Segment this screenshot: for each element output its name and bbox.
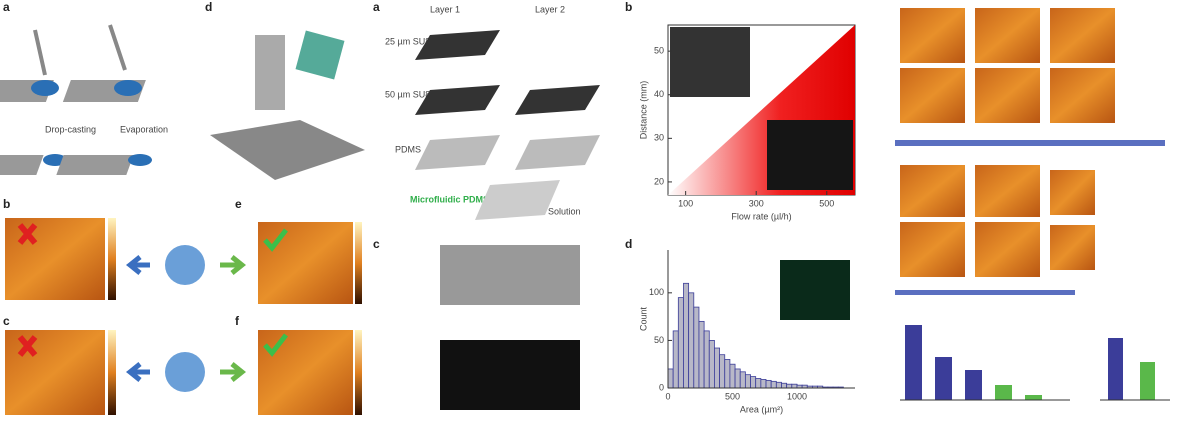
y-tick-label: 100: [649, 287, 664, 297]
caption: Layer 2: [535, 4, 565, 14]
x-tick-label: 0: [665, 391, 670, 401]
y-axis-label: Distance (mm): [638, 81, 648, 140]
x-axis-label: Area (µm²): [740, 404, 783, 414]
x-tick-label: 100: [678, 198, 693, 208]
x-tick-label: 300: [749, 198, 764, 208]
hist-bar: [667, 368, 674, 389]
caption: Solution: [548, 206, 581, 216]
y-tick-label: 50: [654, 335, 664, 345]
x-tick-label: 500: [725, 391, 740, 401]
y-tick-label: 0: [659, 382, 664, 392]
panel-label: a: [373, 0, 380, 14]
caption: PDMS: [395, 144, 421, 154]
hist-bar: [765, 379, 772, 389]
hist-bar: [739, 371, 746, 389]
hist-bar: [677, 297, 684, 389]
caption: Microfluidic PDMS device: [410, 194, 520, 204]
caption: Evaporation: [120, 124, 168, 134]
panel-label: b: [625, 0, 632, 14]
hist-bar: [693, 306, 700, 389]
panel-label: e: [235, 197, 242, 211]
hist-bar: [775, 381, 782, 389]
panel-label: c: [3, 314, 10, 328]
x-tick-label: 500: [819, 198, 834, 208]
hist-bar: [791, 383, 798, 389]
hist-bar: [703, 330, 710, 389]
afm-images: [5, 218, 362, 415]
caption: Layer 1: [430, 4, 460, 14]
y-axis-label: Count: [638, 307, 648, 332]
y-tick-label: 20: [654, 176, 664, 186]
hist-bar: [683, 282, 690, 389]
hist-bar: [734, 368, 741, 389]
hist-bar: [760, 379, 767, 389]
hist-bar: [708, 340, 715, 389]
hist-bar: [770, 380, 777, 389]
x-tick-label: 1000: [787, 391, 807, 401]
inset: [670, 27, 750, 97]
y-tick-label: 50: [654, 46, 664, 56]
afm-rows: [895, 8, 1170, 401]
inset: [780, 260, 850, 320]
hist-bar: [781, 382, 788, 389]
y-tick-label: 40: [654, 89, 664, 99]
panel-label: f: [235, 314, 240, 328]
y-tick-label: 30: [654, 133, 664, 143]
layer-schematic: [415, 30, 600, 410]
hist-bar: [786, 383, 793, 389]
hist-bar: [714, 347, 720, 389]
hist-bar: [698, 320, 705, 389]
caption: 50 µm SU8: [385, 89, 430, 99]
hist-bar: [750, 376, 757, 389]
caption: Drop-casting: [45, 124, 96, 134]
panel-label: d: [625, 237, 632, 251]
hist-bar: [724, 359, 731, 389]
hist-bar: [729, 363, 736, 389]
schematic: [0, 24, 365, 180]
inset: [767, 120, 853, 190]
panel-label: c: [373, 237, 380, 251]
x-axis-label: Flow rate (µl/h): [731, 211, 791, 221]
panel-label: a: [3, 0, 10, 14]
hist-bar: [688, 292, 695, 389]
hist-bar: [672, 330, 679, 389]
hist-bar: [755, 378, 762, 389]
hist-bar: [719, 354, 726, 389]
hist-bar: [744, 374, 751, 389]
panel-label: d: [205, 0, 212, 14]
caption: 25 µm SU8: [385, 36, 430, 46]
panel-label: b: [3, 197, 10, 211]
